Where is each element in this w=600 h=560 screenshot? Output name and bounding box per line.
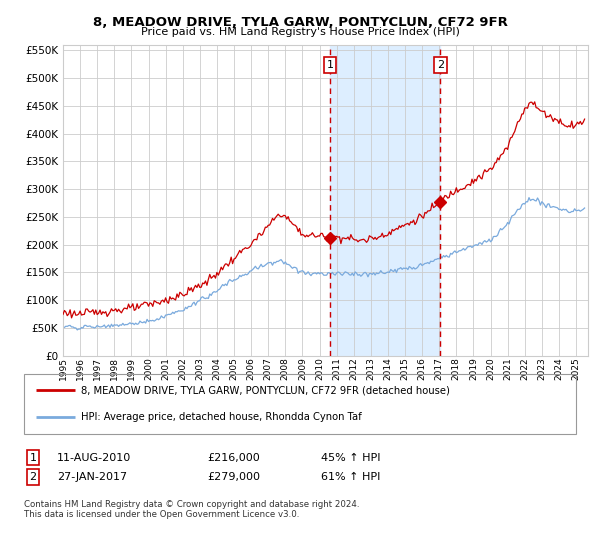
Text: 11-AUG-2010: 11-AUG-2010 (57, 452, 131, 463)
Bar (330, 45, 440, 356)
Text: £216,000: £216,000 (207, 452, 260, 463)
Text: 8, MEADOW DRIVE, TYLA GARW, PONTYCLUN, CF72 9FR (detached house): 8, MEADOW DRIVE, TYLA GARW, PONTYCLUN, C… (81, 385, 450, 395)
Text: Price paid vs. HM Land Registry's House Price Index (HPI): Price paid vs. HM Land Registry's House … (140, 27, 460, 37)
Text: 27-JAN-2017: 27-JAN-2017 (57, 472, 127, 482)
Text: 1: 1 (29, 452, 37, 463)
Text: HPI: Average price, detached house, Rhondda Cynon Taf: HPI: Average price, detached house, Rhon… (81, 412, 362, 422)
Text: 2: 2 (29, 472, 37, 482)
Text: 61% ↑ HPI: 61% ↑ HPI (321, 472, 380, 482)
Text: Contains HM Land Registry data © Crown copyright and database right 2024.
This d: Contains HM Land Registry data © Crown c… (24, 500, 359, 519)
Text: 1: 1 (326, 60, 334, 70)
Text: 2: 2 (437, 60, 444, 70)
Text: 8, MEADOW DRIVE, TYLA GARW, PONTYCLUN, CF72 9FR: 8, MEADOW DRIVE, TYLA GARW, PONTYCLUN, C… (92, 16, 508, 29)
Text: £279,000: £279,000 (207, 472, 260, 482)
Text: 45% ↑ HPI: 45% ↑ HPI (321, 452, 380, 463)
